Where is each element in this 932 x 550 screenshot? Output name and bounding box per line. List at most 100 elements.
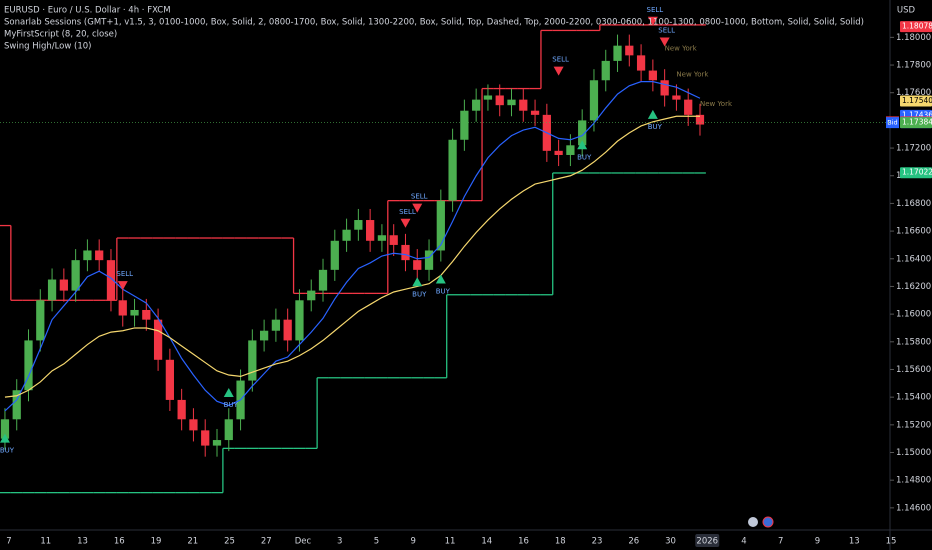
candle-body	[248, 340, 257, 381]
session-label: New York	[665, 44, 698, 52]
signal-label: BUY	[224, 401, 239, 409]
indicator: MyFirstScript (8, 20, close)	[4, 30, 117, 40]
signal-marker	[117, 281, 128, 291]
signal-label: BUY	[0, 447, 15, 455]
candle-body	[307, 290, 316, 301]
candle-body	[483, 95, 493, 100]
price-tag-label: 1.18078	[902, 22, 932, 31]
time-label: 30	[665, 537, 676, 547]
y-tick-label: 1.17200	[896, 144, 931, 154]
price-tag	[900, 117, 932, 129]
candle-body	[495, 95, 504, 106]
candle-body	[625, 45, 634, 56]
signal-label: SELL	[552, 56, 569, 64]
signal-label: BUY	[648, 123, 663, 131]
y-tick-label: 1.15600	[896, 365, 931, 375]
candle-body	[0, 419, 10, 439]
price-tag-label: 1.17436	[902, 110, 932, 119]
candle-body	[106, 260, 116, 301]
price-tag	[900, 21, 932, 33]
candle-body	[613, 45, 622, 61]
time-label: 21	[187, 537, 198, 547]
y-tick-label: 1.16800	[896, 199, 931, 209]
candle-body	[36, 300, 45, 341]
candle-body	[224, 419, 233, 441]
y-tick-label: 1.16000	[896, 310, 931, 320]
ma-line	[4, 115, 700, 398]
candle-body	[436, 200, 445, 251]
price-tag-label: 1.17022	[902, 168, 932, 177]
candle-body	[389, 235, 398, 245]
price-tag-label: 1.17384	[902, 118, 932, 127]
price-tag-side-label: Bid	[887, 119, 897, 127]
candle-body	[12, 390, 21, 420]
signal-marker	[553, 66, 564, 76]
candle-body	[636, 55, 646, 71]
time-label: 27	[261, 537, 272, 547]
signal-marker	[223, 388, 234, 398]
event-icon[interactable]	[762, 516, 774, 528]
candle-body	[377, 235, 387, 241]
candle-body	[566, 145, 575, 155]
time-label: 15	[886, 537, 897, 547]
time-label: 23	[592, 537, 603, 547]
candle-body	[401, 244, 410, 261]
candle-body	[460, 110, 469, 140]
candle-body	[95, 250, 104, 261]
candle-body	[354, 220, 363, 230]
time-label: 16	[114, 537, 125, 547]
signal-label: SELL	[411, 193, 428, 201]
signal-label: SELL	[116, 270, 133, 278]
signal-label: SELL	[658, 27, 675, 35]
time-label: 18	[555, 537, 566, 547]
candle-body	[118, 300, 127, 316]
price-tag-label: 1.17540	[902, 96, 932, 105]
signal-marker	[577, 140, 588, 150]
time-label: 4	[741, 537, 746, 547]
price-tag-side	[886, 117, 899, 129]
y-tick-label: 1.15200	[896, 420, 931, 430]
signal-label: BUY	[436, 288, 451, 296]
time-label: 16	[518, 537, 529, 547]
candle-body	[189, 419, 198, 431]
session-label: New York	[676, 71, 709, 79]
candle-body	[472, 99, 481, 111]
time-label: 25	[224, 537, 235, 547]
y-tick-label: 1.16600	[896, 227, 931, 237]
y-tick-label: 1.16400	[896, 254, 931, 264]
candle-body	[71, 260, 80, 291]
candle-body	[554, 150, 563, 155]
candle-body	[695, 114, 705, 125]
time-label: 14	[481, 537, 492, 547]
time-label-box	[695, 534, 720, 547]
signal-label: BUY	[577, 153, 592, 161]
time-label: 9	[411, 537, 416, 547]
price-tag	[900, 167, 932, 179]
signal-marker	[0, 433, 10, 443]
candle-body	[295, 300, 304, 341]
plot: BUY SELL BUY SELL SELL BUY BUY SELL BUY BUY SELL SE…	[0, 6, 733, 494]
candle-body	[24, 340, 33, 391]
candle-body	[130, 309, 139, 316]
candle-body	[424, 250, 434, 270]
candle-body	[519, 99, 528, 111]
price-tag	[900, 95, 932, 107]
candle-body	[283, 319, 292, 341]
candle-body	[448, 139, 457, 201]
time-label: 2026	[696, 537, 718, 547]
candle-body	[660, 80, 669, 96]
time-label: 13	[77, 537, 88, 547]
y-tick-label: 1.15400	[896, 393, 931, 403]
signal-marker	[647, 109, 658, 119]
candle-body	[507, 99, 516, 106]
currency[interactable]: USD	[897, 6, 916, 16]
time-label: 7	[6, 537, 11, 547]
event-icon[interactable]	[748, 517, 758, 527]
candle-body	[530, 110, 540, 115]
candle-body	[578, 120, 587, 146]
candle-body	[83, 250, 92, 261]
y-tick-label: 1.15800	[896, 337, 931, 347]
